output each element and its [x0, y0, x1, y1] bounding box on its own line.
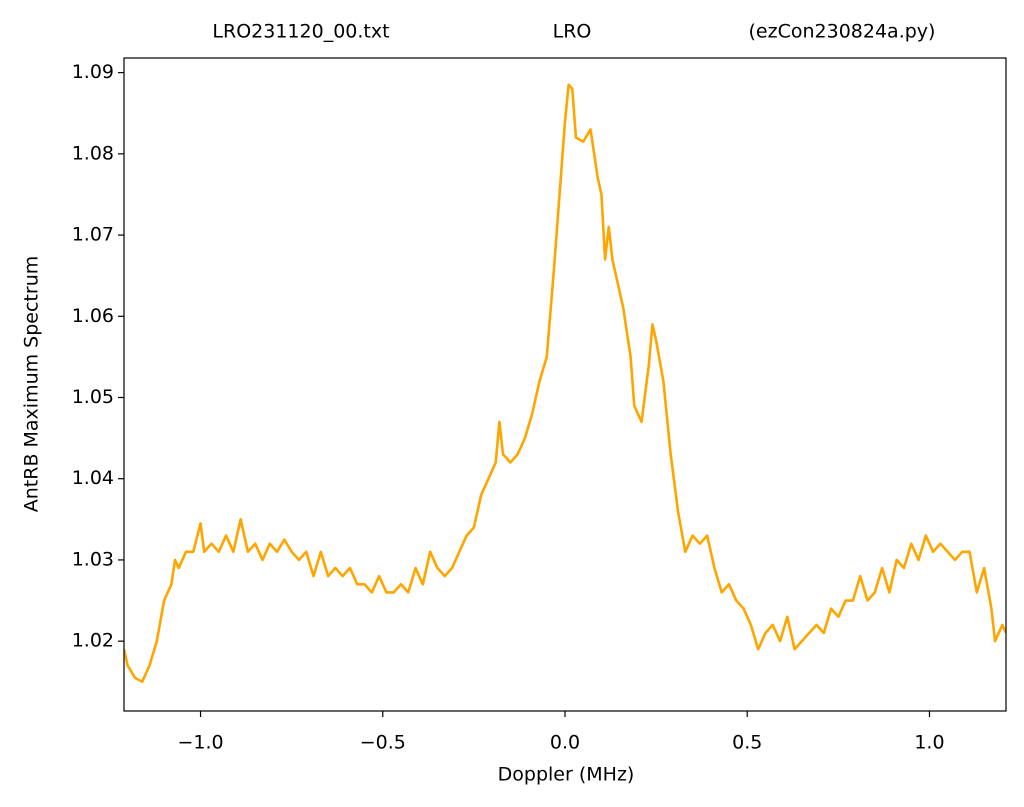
x-axis-label: Doppler (MHz): [498, 764, 635, 786]
y-tick-label: 1.05: [72, 386, 114, 408]
x-tick-label: 0.0: [550, 732, 580, 754]
y-axis-label: AntRB Maximum Spectrum: [21, 256, 43, 513]
y-tick-label: 1.07: [72, 224, 114, 246]
title-script: (ezCon230824a.py): [749, 21, 936, 43]
x-tick-label: 0.5: [732, 732, 762, 754]
y-tick-label: 1.08: [72, 142, 114, 164]
y-tick-label: 1.09: [72, 61, 114, 83]
x-tick-label: 1.0: [914, 732, 944, 754]
y-tick-label: 1.02: [72, 630, 114, 652]
plot-frame: [123, 57, 1007, 712]
y-tick-label: 1.04: [72, 467, 114, 489]
x-tick-label: −1.0: [177, 732, 223, 754]
title-file: LRO231120_00.txt: [212, 21, 389, 43]
title-site: LRO: [553, 21, 592, 43]
y-tick-label: 1.06: [72, 305, 114, 327]
x-tick-label: −0.5: [360, 732, 406, 754]
data-line: [124, 83, 1006, 684]
y-tick-label: 1.03: [72, 548, 114, 570]
